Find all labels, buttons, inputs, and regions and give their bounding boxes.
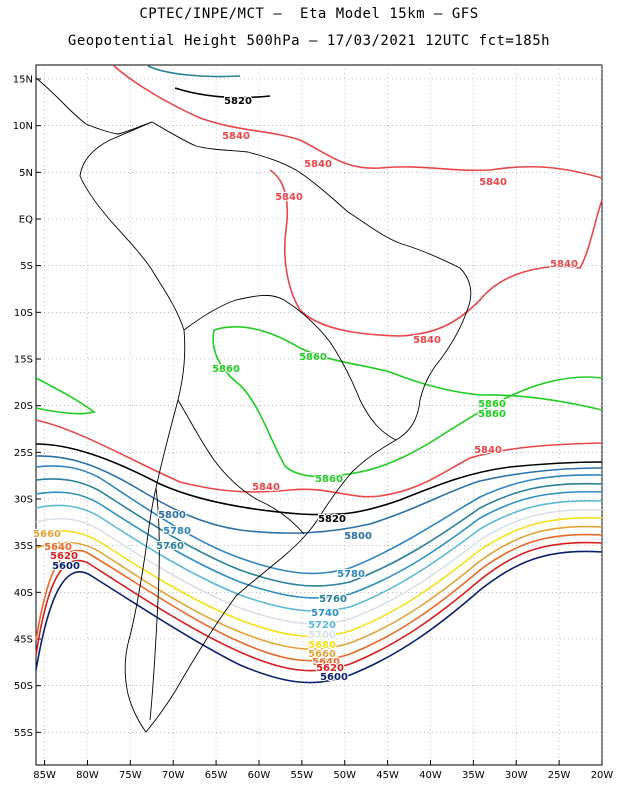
contour-label: 5840 — [413, 335, 441, 346]
lon-label: 30W — [505, 770, 528, 781]
lon-label: 55W — [291, 770, 314, 781]
contour-label: 5860 — [478, 399, 506, 410]
contour-label: 5840 — [550, 259, 578, 270]
lat-label: 50S — [14, 681, 33, 692]
lat-label: 5N — [19, 168, 33, 179]
contour-5680 — [35, 516, 603, 638]
contour-label: 5840 — [474, 445, 502, 456]
brazil-border — [183, 294, 397, 441]
contour-5760 — [35, 478, 603, 587]
contour-label: 5620 — [316, 663, 344, 674]
contours — [35, 65, 603, 684]
contour-label: 5800 — [158, 510, 186, 521]
lat-label: EQ — [19, 215, 33, 226]
lon-label: 80W — [76, 770, 99, 781]
map-subtitle: Geopotential Height 500hPa – 17/03/2021 … — [67, 33, 551, 49]
lon-label: 20W — [591, 770, 614, 781]
contour-label: 5600 — [52, 561, 80, 572]
central-america-coast — [35, 77, 153, 135]
lat-label: 55S — [14, 728, 33, 739]
lat-label: 10S — [14, 308, 33, 319]
lat-label: 30S — [14, 495, 33, 506]
contour-5840-south — [35, 419, 603, 498]
lon-label: 35W — [462, 770, 485, 781]
andes-border — [177, 399, 305, 535]
contour-label: 5860 — [315, 474, 343, 485]
lat-label: 5S — [20, 261, 33, 272]
contour-5720 — [35, 499, 603, 612]
contour-5820 — [35, 443, 603, 516]
contour-label: 5640 — [312, 657, 340, 668]
contour-label: 5660 — [308, 649, 336, 660]
contour-5840-north — [113, 65, 603, 179]
lon-label: 25W — [548, 770, 571, 781]
south-america-coast — [79, 121, 472, 733]
contour-label: 5800 — [344, 531, 372, 542]
contour-label: 5600 — [320, 672, 348, 683]
lon-label: 65W — [205, 770, 228, 781]
coastlines — [35, 77, 472, 733]
contour-5820-north — [174, 87, 271, 99]
contour-label: 5660 — [33, 529, 61, 540]
lat-label: 15N — [13, 75, 33, 86]
lat-label: 25S — [14, 448, 33, 459]
contour-label: 5760 — [156, 541, 184, 552]
contour-label: 5820 — [224, 96, 252, 107]
contour-label: 5840 — [304, 159, 332, 170]
contour-label: 5840 — [479, 177, 507, 188]
contour-label: 5720 — [308, 620, 336, 631]
contour-label: 5860 — [478, 409, 506, 420]
lon-label: 60W — [248, 770, 271, 781]
contour-label: 5820 — [318, 514, 346, 525]
contour-label: 5760 — [319, 594, 347, 605]
lat-label: 10N — [13, 121, 33, 132]
lat-label: 35S — [14, 541, 33, 552]
contour-label: 5680 — [308, 640, 336, 651]
lat-label: 40S — [14, 588, 33, 599]
patagonia-border — [149, 487, 160, 721]
contour-5800-north — [147, 65, 241, 78]
contour-label: 5840 — [222, 131, 250, 142]
contour-label: 5860 — [212, 364, 240, 375]
map-title: CPTEC/INPE/MCT – Eta Model 15km – GFS — [139, 6, 479, 22]
contour-label: 5840 — [252, 482, 280, 493]
contour-label: 5840 — [275, 192, 303, 203]
contour-label: 5860 — [299, 352, 327, 363]
contour-label: 5740 — [311, 608, 339, 619]
lon-label: 75W — [119, 770, 142, 781]
lon-label: 50W — [333, 770, 356, 781]
lat-label: 20S — [14, 401, 33, 412]
contour-5740 — [35, 490, 603, 599]
axis-ticks: 15N 10N 5N EQ 5S 10S 15S 20S 25S 30S 35S 40S 45S 50S 5… — [13, 75, 614, 782]
contour-label: 5620 — [50, 551, 78, 562]
lon-label: 70W — [162, 770, 185, 781]
contour-label: 5780 — [337, 569, 365, 580]
graticule — [36, 65, 603, 765]
contour-labels: 5820584058405840584058405840584058605860… — [32, 95, 579, 684]
contour-5780 — [35, 465, 603, 575]
contour-5800 — [35, 455, 603, 534]
lon-label: 85W — [33, 770, 56, 781]
contour-5840-amazon — [269, 169, 603, 337]
contour-5700 — [35, 508, 603, 625]
contour-5620 — [35, 541, 603, 672]
lon-label: 40W — [419, 770, 442, 781]
contour-5860-continent — [213, 326, 603, 411]
lon-label: 45W — [376, 770, 399, 781]
lat-label: 45S — [14, 635, 33, 646]
contour-5600 — [35, 550, 603, 684]
contour-5660 — [35, 525, 603, 650]
map-frame — [35, 64, 603, 766]
contour-5860-loop — [212, 329, 603, 478]
contour-label: 5640 — [44, 542, 72, 553]
contour-5860-west — [35, 377, 96, 415]
contour-label: 5700 — [308, 630, 336, 641]
contour-5640 — [35, 533, 603, 662]
lat-label: 15S — [14, 355, 33, 366]
contour-label: 5780 — [163, 526, 191, 537]
